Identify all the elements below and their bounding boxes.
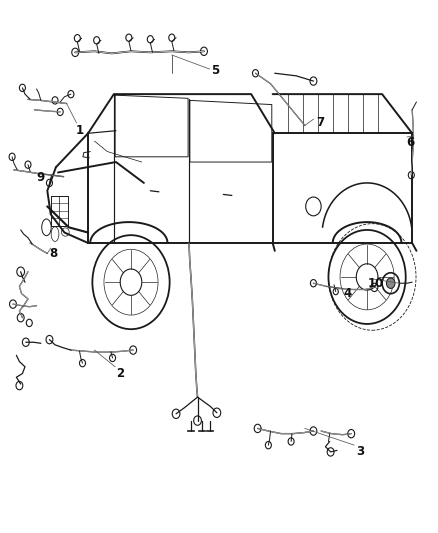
Text: 2: 2 [116,367,124,380]
Text: 1: 1 [75,124,84,137]
Text: 10: 10 [367,277,384,290]
Text: 6: 6 [406,136,414,149]
Text: 7: 7 [316,116,324,130]
Circle shape [386,278,395,288]
Text: 5: 5 [211,64,219,77]
Text: 4: 4 [344,287,352,300]
Text: 9: 9 [37,171,45,184]
Text: 3: 3 [357,446,365,458]
Text: 8: 8 [49,247,58,260]
